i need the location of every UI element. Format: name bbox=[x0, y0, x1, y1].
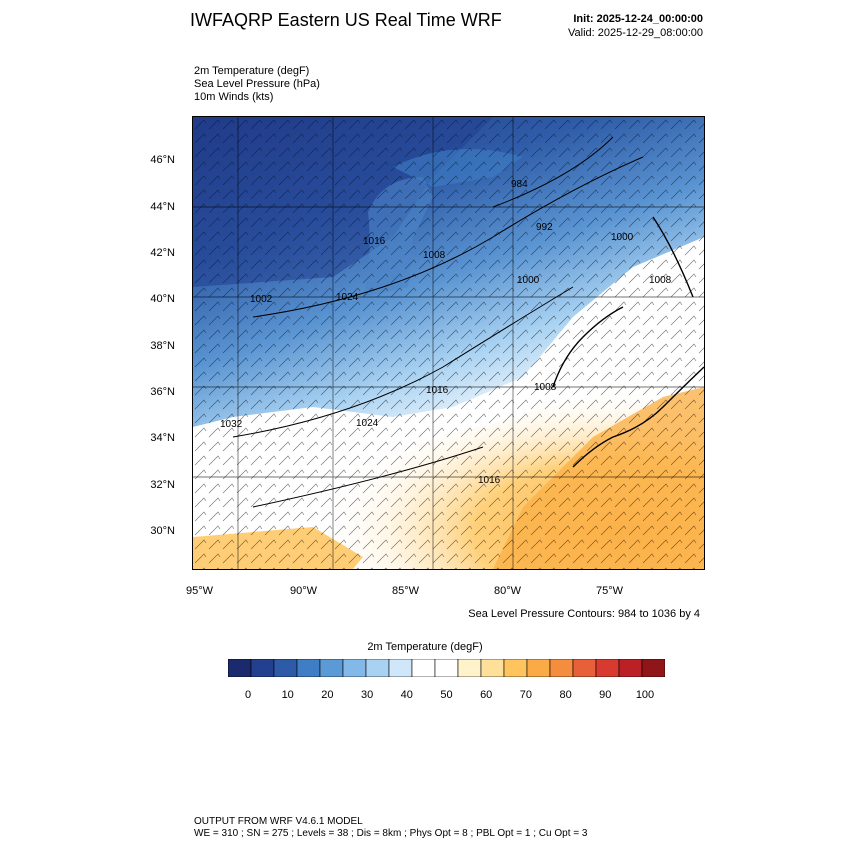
isobar-label-1008: 1008 bbox=[649, 275, 672, 286]
lat-label-34: 34°N bbox=[150, 432, 175, 444]
colorbar-swatch bbox=[595, 658, 620, 678]
lon-label-90: 90°W bbox=[290, 585, 318, 597]
contour-note: Sea Level Pressure Contours: 984 to 1036… bbox=[468, 608, 700, 620]
lat-label-32: 32°N bbox=[150, 479, 175, 491]
field-pressure: Sea Level Pressure (hPa) bbox=[194, 78, 320, 90]
isobar-label-984: 984 bbox=[511, 179, 528, 190]
lat-label-42: 42°N bbox=[150, 247, 175, 259]
colorbar-tick-label: 20 bbox=[321, 689, 334, 701]
init-time: Init: 2025-12-24_00:00:00 bbox=[573, 13, 703, 25]
colorbar-title: 2m Temperature (degF) bbox=[367, 641, 483, 653]
colorbar-swatch bbox=[250, 658, 275, 678]
colorbar-swatch bbox=[319, 658, 344, 678]
isobar-label-1000: 1000 bbox=[611, 232, 634, 243]
isobar-label-1002: 1002 bbox=[250, 294, 273, 305]
isobar-labels: 984 992 1000 1008 1000 1008 1016 1002 10… bbox=[220, 179, 672, 486]
isobar-label-1032: 1032 bbox=[220, 419, 243, 430]
colorbar-tick-label: 50 bbox=[440, 689, 453, 701]
colorbar-swatch bbox=[227, 658, 252, 678]
lon-label-75: 75°W bbox=[596, 585, 624, 597]
lon-label-80: 80°W bbox=[494, 585, 522, 597]
colorbar-svg bbox=[227, 658, 666, 678]
wind-barbs bbox=[193, 117, 704, 569]
map-panel: 984 992 1000 1008 1000 1008 1016 1002 10… bbox=[192, 116, 705, 570]
colorbar-swatch bbox=[296, 658, 321, 678]
colorbar-tick-label: 40 bbox=[400, 689, 413, 701]
colorbar-swatch bbox=[480, 658, 505, 678]
isobar-label-1008: 1008 bbox=[534, 382, 557, 393]
colorbar-swatch bbox=[365, 658, 390, 678]
colorbar-tick-label: 80 bbox=[559, 689, 572, 701]
lat-label-38: 38°N bbox=[150, 340, 175, 352]
colorbar-swatch bbox=[526, 658, 551, 678]
colorbar-swatch bbox=[572, 658, 597, 678]
isobar-label-1024: 1024 bbox=[356, 418, 379, 429]
isobar-label-1008: 1008 bbox=[423, 250, 446, 261]
colorbar-swatch bbox=[503, 658, 528, 678]
lat-label-44: 44°N bbox=[150, 201, 175, 213]
isobar-label-1016: 1016 bbox=[363, 236, 386, 247]
isobar-label-992: 992 bbox=[536, 222, 553, 233]
colorbar-tick-label: 0 bbox=[244, 689, 252, 701]
colorbar-swatch bbox=[273, 658, 298, 678]
footer-model: OUTPUT FROM WRF V4.6.1 MODEL bbox=[194, 816, 363, 827]
map-svg: 984 992 1000 1008 1000 1008 1016 1002 10… bbox=[193, 117, 704, 569]
colorbar-swatch bbox=[618, 658, 643, 678]
isobar-label-1024: 1024 bbox=[336, 292, 359, 303]
lat-label-40: 40°N bbox=[150, 293, 175, 305]
colorbar-swatch bbox=[457, 658, 482, 678]
valid-time: Valid: 2025-12-29_08:00:00 bbox=[568, 27, 703, 39]
field-temperature: 2m Temperature (degF) bbox=[194, 65, 310, 77]
colorbar-tick-label: 100 bbox=[635, 689, 655, 701]
colorbar-tick-label: 60 bbox=[480, 689, 493, 701]
colorbar-swatch bbox=[549, 658, 574, 678]
lon-label-95: 95°W bbox=[186, 585, 214, 597]
colorbar-swatch bbox=[342, 658, 367, 678]
colorbar-tick-label: 30 bbox=[360, 689, 374, 701]
colorbar bbox=[227, 658, 666, 678]
colorbar-swatch bbox=[388, 658, 413, 678]
lat-label-46: 46°N bbox=[150, 154, 175, 166]
colorbar-swatch bbox=[641, 658, 666, 678]
lat-label-30: 30°N bbox=[150, 525, 175, 537]
lat-label-36: 36°N bbox=[150, 386, 175, 398]
colorbar-swatch bbox=[434, 658, 459, 678]
footer-config: WE = 310 ; SN = 275 ; Levels = 38 ; Dis … bbox=[194, 828, 588, 839]
colorbar-tick-label: 90 bbox=[599, 689, 612, 701]
colorbar-swatch bbox=[411, 658, 436, 678]
isobar-label-1000: 1000 bbox=[517, 275, 540, 286]
field-winds: 10m Winds (kts) bbox=[194, 91, 274, 103]
isobar-label-1016: 1016 bbox=[478, 475, 501, 486]
lon-label-85: 85°W bbox=[392, 585, 420, 597]
isobar-label-1016: 1016 bbox=[426, 385, 449, 396]
colorbar-tick-label: 70 bbox=[519, 689, 533, 701]
colorbar-tick-label: 10 bbox=[281, 689, 294, 701]
map-title: IWFAQRP Eastern US Real Time WRF bbox=[190, 10, 502, 30]
